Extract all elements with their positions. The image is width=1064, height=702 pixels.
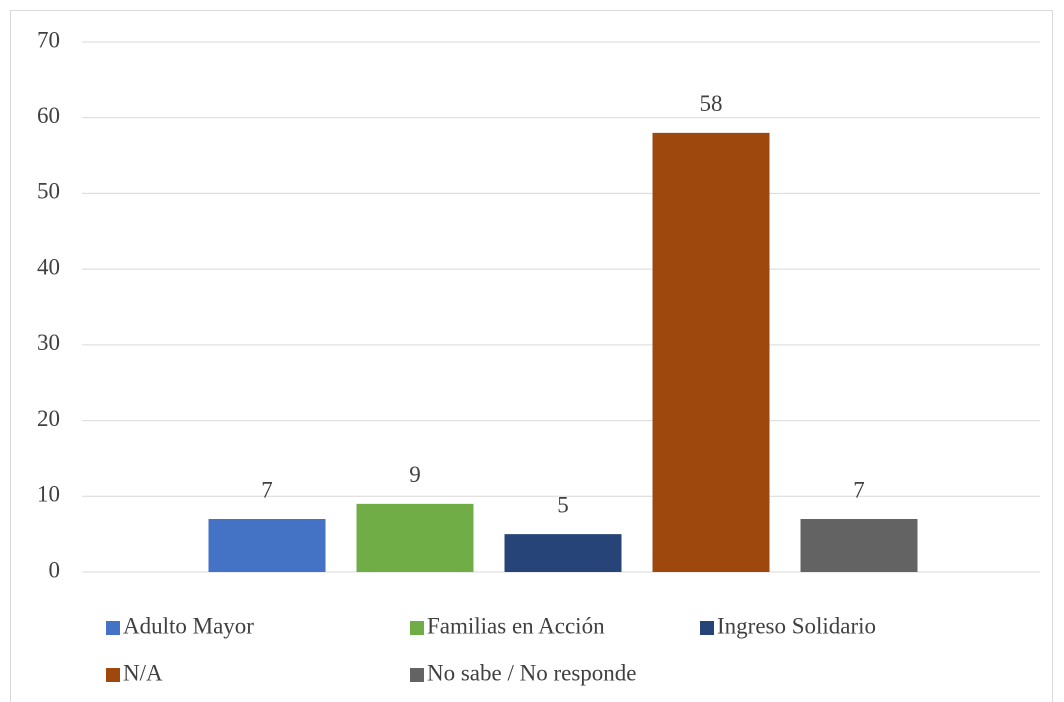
bar: [652, 132, 770, 572]
bar: [356, 503, 474, 572]
legend-swatch: [106, 621, 120, 635]
bar: [800, 519, 918, 572]
legend-label: Adulto Mayor: [123, 613, 254, 638]
legend-label: No sabe / No responde: [427, 660, 637, 685]
y-tick-label: 40: [37, 254, 60, 279]
legend-label: Ingreso Solidario: [717, 613, 876, 638]
y-tick-label: 50: [37, 179, 60, 204]
y-tick-label: 60: [37, 103, 60, 128]
chart-border: [10, 10, 1053, 702]
legend-label: Familias en Acción: [427, 613, 605, 638]
legend-swatch: [410, 668, 424, 682]
bar: [504, 534, 622, 572]
y-tick-label: 70: [37, 27, 60, 52]
legend-label: N/A: [123, 660, 163, 685]
y-tick-label: 20: [37, 406, 60, 431]
data-label: 5: [557, 492, 569, 517]
data-label: 9: [409, 462, 421, 487]
data-label: 7: [853, 477, 865, 502]
legend-swatch: [410, 621, 424, 635]
y-tick-label: 10: [37, 482, 60, 507]
y-tick-label: 30: [37, 330, 60, 355]
bar: [208, 519, 326, 572]
legend-swatch: [700, 621, 714, 635]
data-label: 58: [700, 91, 723, 116]
legend-swatch: [106, 668, 120, 682]
data-label: 7: [261, 477, 273, 502]
y-tick-label: 0: [49, 557, 61, 582]
